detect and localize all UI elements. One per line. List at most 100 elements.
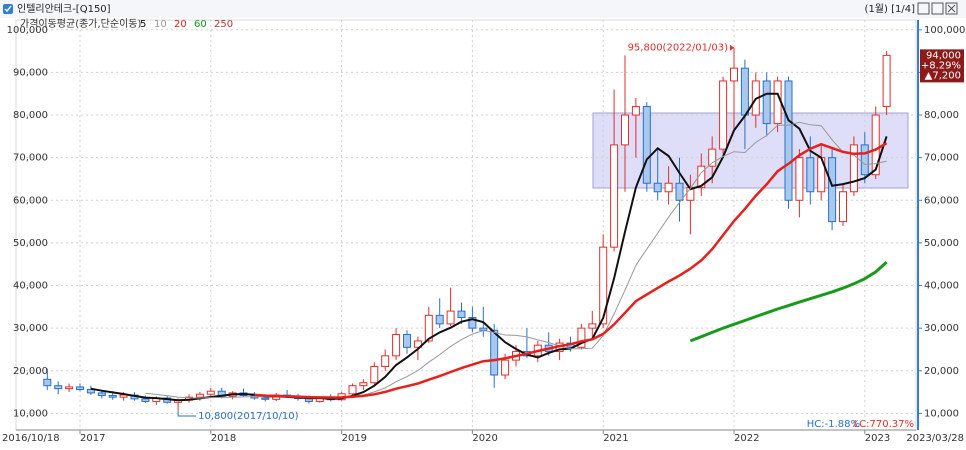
candle-body bbox=[588, 323, 597, 329]
x-tick-label: 2018 bbox=[211, 433, 236, 444]
window-button[interactable] bbox=[917, 2, 930, 15]
candle-body bbox=[871, 114, 880, 176]
legend-entry: 5 bbox=[140, 19, 146, 30]
candle-body bbox=[675, 182, 684, 201]
close-button[interactable] bbox=[945, 2, 958, 15]
y2-tick-label: 80,000 bbox=[924, 110, 959, 121]
candle-body bbox=[479, 327, 488, 331]
labels: 10,000 10,000 20,000 20,000 30,000 30,000 40,0… bbox=[2, 25, 965, 444]
candle-body bbox=[43, 378, 52, 387]
grid bbox=[16, 20, 916, 430]
annotation: 10,800(2017/10/10) bbox=[198, 411, 299, 422]
ma-line bbox=[689, 260, 888, 343]
y2-tick-label: 50,000 bbox=[924, 238, 959, 249]
candle-body bbox=[206, 390, 215, 395]
y2-tick-label: 30,000 bbox=[924, 323, 959, 334]
y2-tick-label: 10,000 bbox=[924, 408, 959, 419]
x-tick-label: 2019 bbox=[342, 433, 367, 444]
candle-body bbox=[76, 386, 84, 391]
candle-body bbox=[108, 394, 117, 398]
y-tick-label: 90,000 bbox=[13, 67, 48, 78]
candle-body bbox=[435, 314, 444, 325]
candle-body bbox=[806, 157, 815, 193]
header-title: 인텔리안테크-[Q150] bbox=[17, 3, 111, 15]
x-tick-label: 2016/10/18 bbox=[2, 433, 60, 444]
candle-body bbox=[424, 314, 433, 342]
check-icon bbox=[4, 5, 12, 13]
close-icon bbox=[947, 4, 956, 13]
legend-entry: 20 bbox=[174, 19, 187, 30]
annotation-arrow bbox=[730, 44, 734, 51]
candle-body bbox=[119, 394, 128, 398]
candle-body bbox=[446, 310, 455, 325]
candle-body bbox=[653, 182, 662, 193]
candle-body bbox=[828, 157, 837, 223]
x-tick-label: 2020 bbox=[472, 433, 497, 444]
candle-body bbox=[599, 246, 608, 325]
y2-tick-label: 40,000 bbox=[924, 281, 959, 292]
y-tick-label: 30,000 bbox=[13, 323, 48, 334]
candle-body bbox=[610, 144, 619, 248]
candle-body bbox=[413, 340, 422, 348]
ma-lines bbox=[90, 92, 888, 402]
y-tick-label: 80,000 bbox=[13, 110, 48, 121]
candle-body bbox=[642, 106, 651, 184]
legend-entry: 10 bbox=[154, 19, 167, 30]
x-tick-label: 2023/03/28 bbox=[906, 433, 964, 444]
y2-tick-label: 70,000 bbox=[924, 153, 959, 164]
candle-body bbox=[849, 144, 858, 193]
candle-body bbox=[370, 365, 379, 384]
candle-body bbox=[359, 382, 368, 387]
y-tick-label: 50,000 bbox=[13, 238, 48, 249]
y-tick-label: 100,000 bbox=[7, 25, 48, 36]
candle-body bbox=[65, 386, 74, 390]
y-tick-label: 70,000 bbox=[13, 153, 48, 164]
candle-body bbox=[54, 385, 63, 390]
ma-line bbox=[254, 142, 888, 399]
window-button[interactable] bbox=[931, 2, 944, 15]
lc-stat: LC:770.37% bbox=[854, 419, 914, 430]
annotation: 95,800(2022/01/03) bbox=[628, 43, 729, 54]
annotation-leader bbox=[177, 409, 197, 417]
candle-body bbox=[795, 157, 804, 201]
x-tick-label: 2023 bbox=[865, 433, 890, 444]
candle-body bbox=[490, 329, 499, 376]
candle-body bbox=[882, 54, 891, 108]
ma-line bbox=[90, 92, 888, 402]
candle-body bbox=[730, 67, 738, 82]
y-tick-label: 40,000 bbox=[13, 281, 48, 292]
header-period: (1월) [1/4] bbox=[865, 3, 916, 15]
candle-body bbox=[860, 144, 869, 176]
x-tick-label: 2022 bbox=[734, 433, 759, 444]
candle-body bbox=[381, 355, 390, 367]
x-tick-label: 2021 bbox=[603, 433, 628, 444]
candle-body bbox=[719, 80, 728, 150]
change-pct: +8.29% bbox=[921, 60, 961, 71]
y2-tick-label: 20,000 bbox=[924, 366, 959, 377]
candle-body bbox=[577, 327, 586, 348]
candle-body bbox=[762, 80, 771, 125]
indicator-name: 가격이동평균(종가,단순이동) bbox=[20, 17, 141, 30]
header-bar bbox=[0, 0, 966, 18]
candle-body bbox=[468, 316, 477, 329]
candle-body bbox=[97, 392, 106, 396]
candle-body bbox=[839, 191, 847, 223]
candle-body bbox=[141, 398, 150, 402]
candle-body bbox=[195, 393, 204, 398]
candle-body bbox=[261, 397, 270, 400]
price-box bbox=[920, 49, 964, 83]
candle-body bbox=[708, 148, 717, 167]
candle-body bbox=[457, 310, 466, 318]
candle-body bbox=[403, 334, 411, 348]
candle-body bbox=[348, 385, 357, 395]
y-tick-label: 10,000 bbox=[13, 408, 48, 419]
candle-body bbox=[631, 106, 640, 116]
candle-body bbox=[392, 334, 401, 357]
last-price: 94,000 bbox=[926, 50, 961, 61]
y-tick-label: 60,000 bbox=[13, 195, 48, 206]
candle-body bbox=[621, 114, 629, 146]
y-tick-label: 20,000 bbox=[13, 366, 48, 377]
hc-stat: HC:-1.88% bbox=[807, 419, 860, 430]
